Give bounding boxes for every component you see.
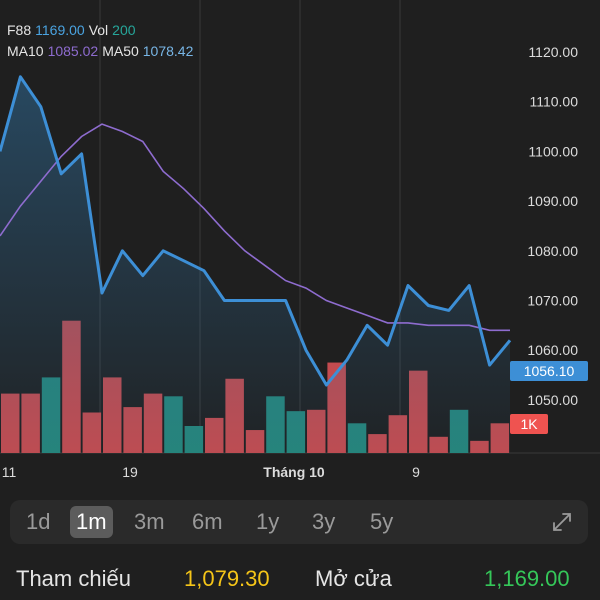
reference-value: 1,079.30 bbox=[184, 566, 270, 591]
x-tick-label: 19 bbox=[122, 464, 138, 480]
timeframe-1m[interactable]: 1m bbox=[70, 506, 113, 538]
y-tick-label: 1080.00 bbox=[527, 243, 578, 259]
legend-price: 1169.00 bbox=[35, 22, 85, 38]
x-tick-label: 11 bbox=[2, 464, 17, 480]
x-axis-labels: 11 19 Tháng 10 9 bbox=[2, 464, 420, 480]
legend-row-price: F88 1169.00 Vol 200 bbox=[7, 22, 140, 38]
timeframe-3y[interactable]: 3y bbox=[312, 509, 336, 534]
timeframe-selector: 1d 1m 3m 6m 1y 3y 5y bbox=[10, 500, 588, 544]
y-tick-label: 1050.00 bbox=[527, 392, 578, 408]
y-tick-label: 1120.00 bbox=[528, 44, 578, 60]
y-tick-label: 1070.00 bbox=[527, 293, 578, 309]
reference-label: Tham chiếu bbox=[16, 566, 131, 591]
legend-row-ma: MA10 1085.02 MA50 1078.42 bbox=[7, 43, 197, 59]
price-chart[interactable]: 1120.00 1110.00 1100.00 1090.00 1080.00 1070.… bbox=[0, 0, 600, 490]
y-axis-labels: 1120.00 1110.00 1100.00 1090.00 1080.00 1070.… bbox=[527, 44, 578, 408]
y-tick-label: 1060.00 bbox=[527, 342, 578, 358]
timeframe-3m[interactable]: 3m bbox=[134, 509, 165, 534]
open-label: Mở cửa bbox=[315, 566, 392, 591]
expand-icon[interactable] bbox=[550, 510, 574, 534]
timeframe-5y[interactable]: 5y bbox=[370, 509, 394, 534]
legend-ma50-label: MA50 bbox=[102, 43, 139, 59]
legend-symbol: F88 bbox=[7, 22, 32, 38]
price-area bbox=[0, 76, 510, 454]
y-tick-label: 1100.00 bbox=[528, 143, 578, 159]
legend-vol-label: Vol bbox=[88, 22, 109, 38]
y-tick-label: 1110.00 bbox=[529, 94, 578, 110]
legend-ma10-label: MA10 bbox=[7, 43, 44, 59]
ma10-line bbox=[0, 123, 510, 332]
timeframe-1d[interactable]: 1d bbox=[26, 509, 51, 534]
timeframe-6m[interactable]: 6m bbox=[192, 509, 223, 534]
legend-vol-value: 200 bbox=[112, 22, 136, 38]
volume-scale-tag: 1K bbox=[510, 414, 548, 434]
current-price-tag: 1056.10 bbox=[510, 361, 588, 381]
x-tick-label: 9 bbox=[412, 464, 420, 480]
legend-ma10-value: 1085.02 bbox=[47, 43, 99, 59]
y-tick-label: 1090.00 bbox=[527, 193, 578, 209]
legend-ma50-value: 1078.42 bbox=[142, 43, 194, 59]
timeframe-1y[interactable]: 1y bbox=[256, 509, 280, 534]
open-value: 1,169.00 bbox=[484, 566, 570, 591]
price-summary-row: Tham chiếu 1,079.30 Mở cửa 1,169.00 bbox=[0, 560, 600, 600]
x-tick-label: Tháng 10 bbox=[263, 464, 325, 480]
price-line bbox=[0, 75, 512, 387]
